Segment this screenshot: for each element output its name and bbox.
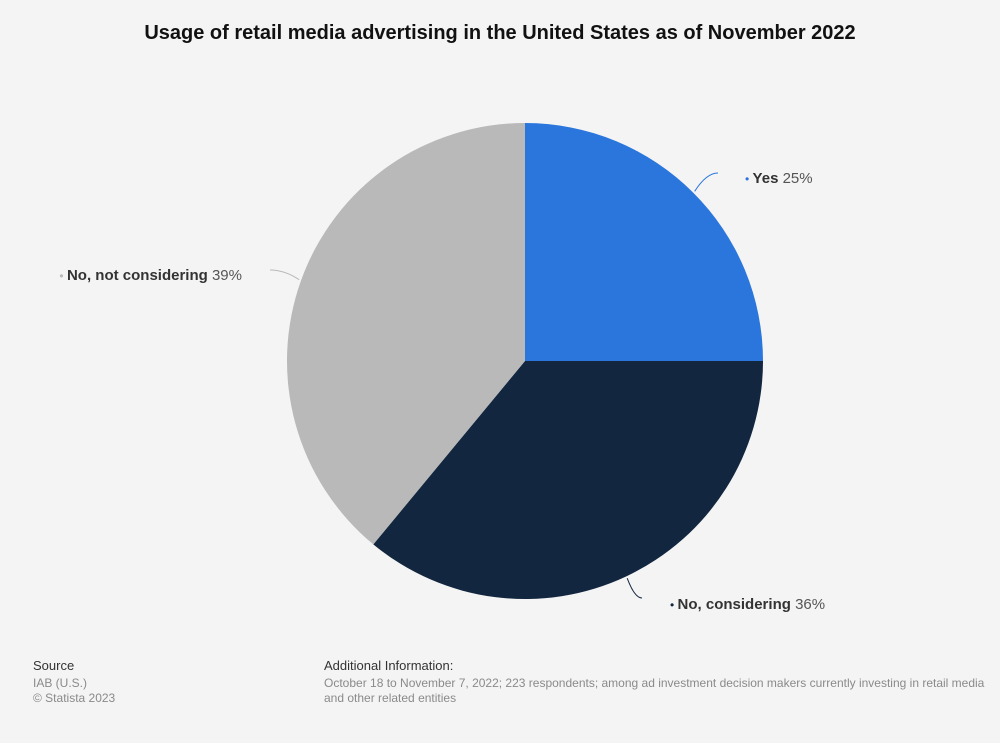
- label-connector: [694, 172, 719, 192]
- slice-label: • No, not considering 39%: [59, 267, 242, 284]
- label-connector: [626, 577, 643, 599]
- slice-label: • No, considering 36%: [670, 596, 825, 613]
- slice-label: • Yes 25%: [745, 170, 813, 187]
- pie-slice-yes: [525, 123, 763, 361]
- copyright-line: © Statista 2023: [33, 691, 116, 705]
- pie-slice-no-considering: [373, 361, 763, 600]
- slice-name: No, considering: [678, 596, 796, 613]
- additional-info-line: October 18 to November 7, 2022; 223 resp…: [324, 675, 985, 690]
- slice-value: 25%: [783, 170, 813, 187]
- slice-value: 39%: [212, 267, 242, 284]
- source-block: Source IAB (U.S.) © Statista 2023: [33, 658, 115, 707]
- source-heading: Source: [33, 658, 75, 673]
- chart-title: Usage of retail media advertising in the…: [144, 22, 856, 44]
- slice-name: No, not considering: [67, 267, 212, 284]
- legend-bullet: •: [745, 172, 753, 186]
- source-line: IAB (U.S.): [33, 675, 88, 690]
- label-connector: [269, 269, 300, 281]
- additional-info-block: Additional Information: October 18 to No…: [324, 658, 1000, 707]
- additional-info-heading: Additional Information:: [324, 658, 454, 673]
- pie-chart: • Yes 25%• No, considering 36%• No, not …: [59, 123, 825, 613]
- slice-value: 36%: [795, 596, 825, 613]
- legend-bullet: •: [59, 269, 67, 283]
- pie-slice-no-not-considering: [287, 123, 525, 545]
- slice-name: Yes: [753, 170, 783, 187]
- legend-bullet: •: [670, 598, 678, 612]
- additional-info-line: and other related entities: [324, 691, 457, 705]
